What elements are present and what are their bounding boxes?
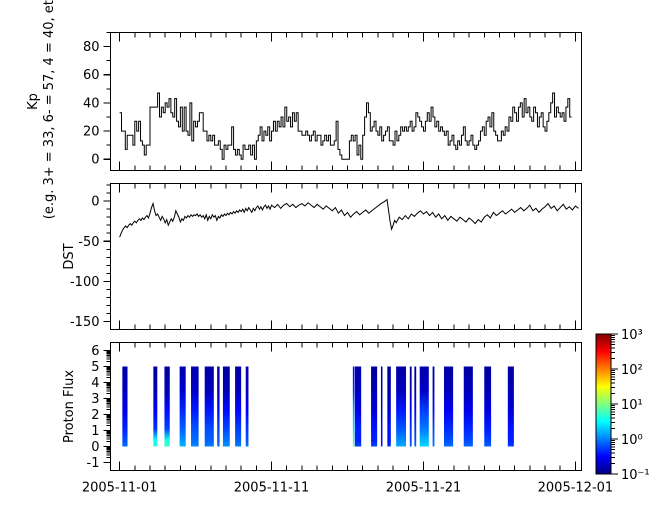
pf-ytick-label-5: 1 [91, 424, 99, 439]
kp-ylabel-group: Kp (e.g. 3+ = 33, 6- = 57, 4 = 40, etc.) [26, 0, 57, 219]
proton-flux-bar [463, 366, 473, 447]
dst-trace [119, 198, 579, 238]
proton-flux-bar [122, 366, 128, 447]
proton-flux-bar [245, 366, 249, 447]
xtick-label-2: 2005-11-21 [386, 481, 462, 496]
proton-flux-bar [235, 366, 242, 447]
proton-flux-bar [396, 366, 407, 447]
proton-flux-bar [380, 366, 383, 447]
proton-flux-bar [507, 366, 514, 447]
proton-flux-bar [354, 366, 362, 447]
proton-flux-bar [164, 366, 170, 447]
proton-flux-bar [179, 366, 186, 447]
xtick-label-1: 2005-11-11 [234, 481, 310, 496]
pf-ytick-label-3: 3 [91, 392, 99, 407]
proton-flux-bar [153, 366, 158, 447]
pf-ylabel: Proton Flux [62, 370, 77, 443]
kp-ytick-label-3: 60 [83, 68, 100, 83]
dst-ylabel-group: DST [62, 243, 77, 269]
proton-flux-bar [204, 366, 214, 447]
kp-ytick-label-0: 0 [91, 153, 99, 168]
dst-ytick-label-1: -50 [78, 235, 99, 250]
proton-flux-bar [387, 366, 391, 447]
kp-ytick-label-1: 20 [83, 125, 100, 140]
pf-ytick-label-4: 2 [91, 408, 99, 423]
cb-tick-label-3: 10⁰ [621, 433, 643, 448]
cb-tick-label-4: 10⁻¹ [621, 468, 650, 483]
pf-ylabel-group: Proton Flux [62, 370, 77, 443]
proton-flux-bar [443, 366, 454, 447]
kp-ytick-label-2: 40 [83, 96, 100, 111]
pf-ytick-label-7: -1 [87, 456, 100, 471]
proton-flux-bar [414, 366, 417, 447]
proton-flux-bar [222, 366, 230, 447]
cb-tick-label-2: 10¹ [621, 398, 643, 413]
dst-ytick-label-3: -150 [70, 315, 100, 330]
xtick-label-0: 2005-11-01 [82, 481, 158, 496]
colorbar [595, 333, 612, 475]
kp-ylabel-line1: Kp [26, 93, 41, 110]
proton-flux-bar [191, 366, 199, 447]
dst-ytick-label-0: 0 [91, 195, 99, 210]
dst-ytick-label-2: -100 [70, 275, 100, 290]
kp-trace [119, 92, 572, 160]
proton-flux-bar [484, 366, 492, 447]
proton-flux-bar [352, 366, 355, 447]
cb-tick-label-0: 10³ [621, 328, 643, 343]
proton-flux-bar [371, 366, 378, 447]
proton-flux-bar [217, 366, 220, 447]
pf-ytick-label-0: 6 [91, 344, 99, 359]
kp-ylabel-line2: (e.g. 3+ = 33, 6- = 57, 4 = 40, etc.) [42, 0, 57, 219]
proton-flux-bar [419, 366, 429, 447]
pf-ytick-label-1: 5 [91, 360, 99, 375]
cb-tick-label-1: 10² [621, 363, 643, 378]
panel-frame-kp [109, 31, 583, 172]
dst-ylabel: DST [62, 243, 77, 269]
panel-frame-dst [109, 182, 583, 331]
pf-ytick-label-2: 4 [91, 376, 99, 391]
proton-flux-bar [409, 366, 412, 447]
pf-ytick-label-6: 0 [91, 440, 99, 455]
xtick-label-3: 2005-12-01 [538, 481, 614, 496]
proton-flux-bar [432, 366, 435, 447]
kp-ytick-label-4: 80 [83, 40, 100, 55]
